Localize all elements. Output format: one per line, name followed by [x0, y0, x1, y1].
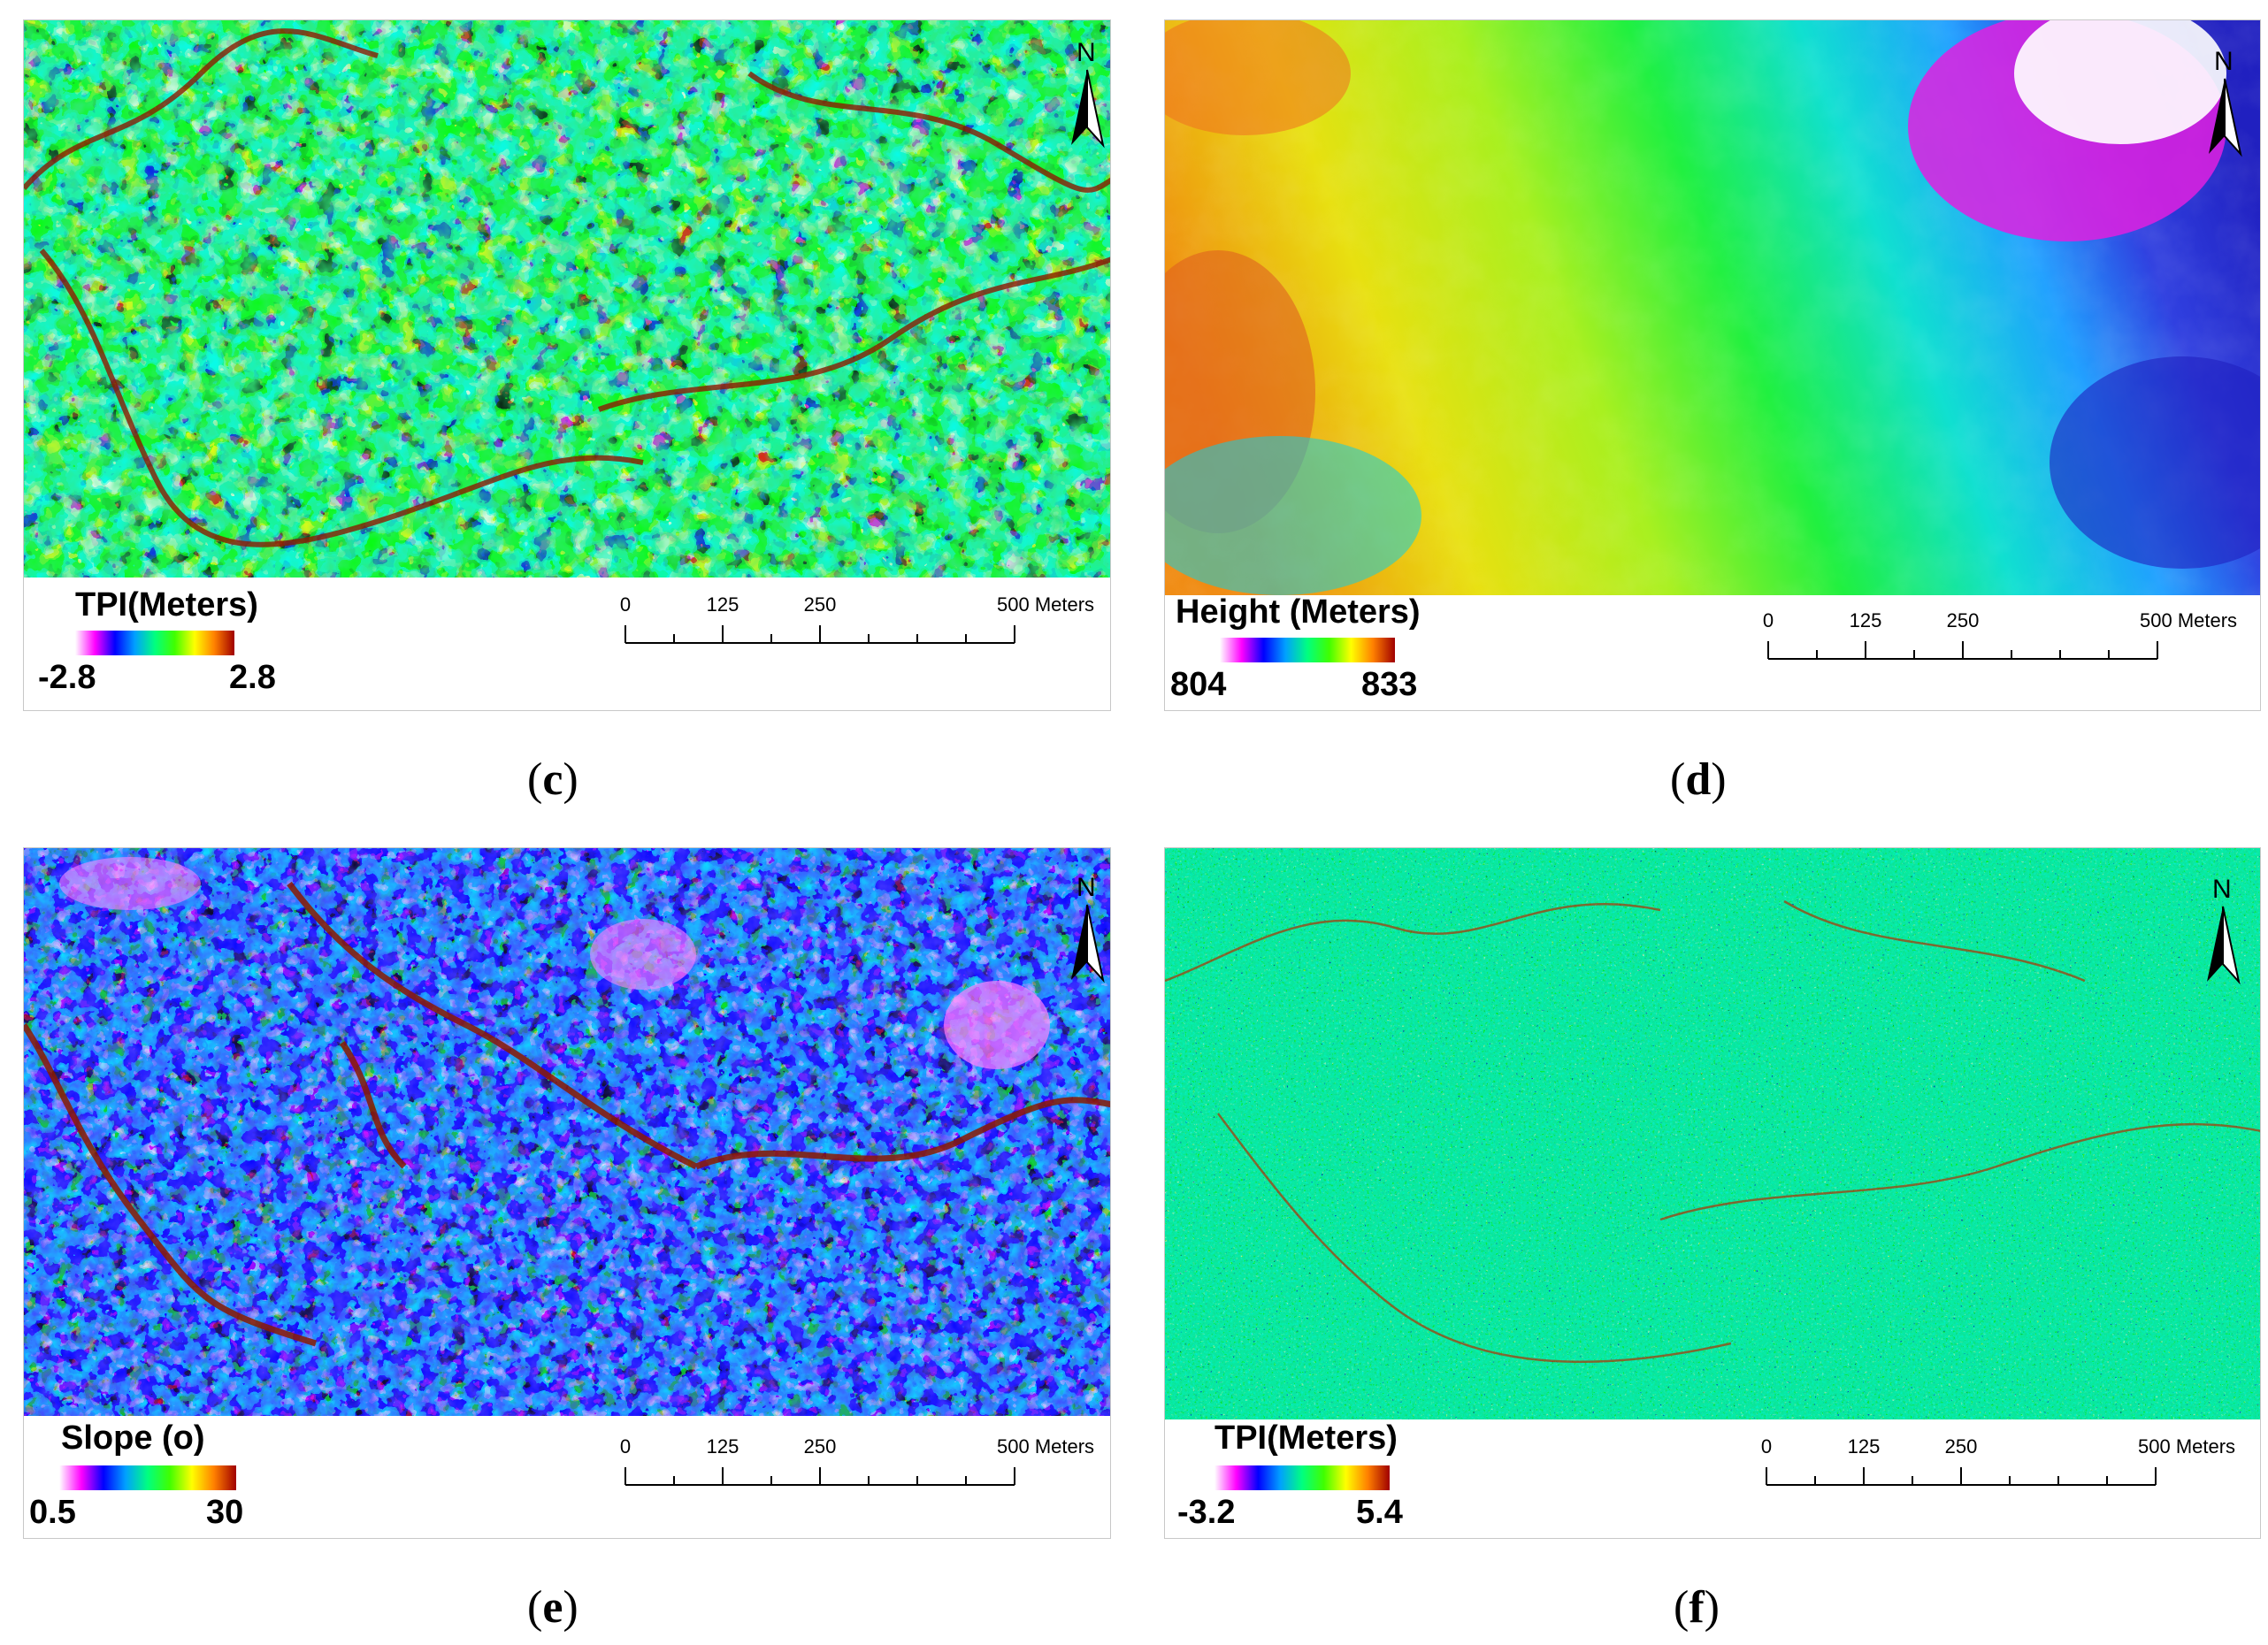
legend-title: Slope (o) — [61, 1419, 205, 1457]
legend-title: TPI(Meters) — [75, 586, 258, 624]
north-arrow-icon — [1071, 904, 1105, 983]
north-arrow: N — [1061, 38, 1110, 158]
caption-f: (f) — [1674, 1582, 1720, 1633]
legend-title: TPI(Meters) — [1214, 1419, 1398, 1457]
map-panel-f: N TPI(Meters) -3.2 5.4 0 125 250 500 Meters — [1164, 847, 2261, 1539]
color-ramp — [75, 631, 234, 655]
scale-tick-label: 0 — [619, 1435, 632, 1458]
legend-title: Height (Meters) — [1176, 593, 1421, 631]
north-arrow: N — [2196, 875, 2249, 995]
north-label: N — [2214, 47, 2234, 76]
scale-tick-label: 250 — [803, 593, 837, 616]
legend-min: 804 — [1170, 666, 1227, 703]
north-arrow: N — [1061, 873, 1110, 993]
scale-tick-label: 250 — [803, 1435, 837, 1458]
scale-bar-graphic — [1766, 1467, 2157, 1486]
caption-letter: d — [1685, 754, 1712, 805]
caption-c: (c) — [527, 754, 578, 805]
scale-bar: 0 125 250 500 Meters — [608, 593, 1094, 655]
legend-max: 30 — [206, 1494, 244, 1531]
scale-bar-graphic — [1767, 641, 2158, 660]
north-label: N — [1077, 38, 1096, 67]
height-raster-map — [1165, 20, 2260, 595]
legend-max: 2.8 — [229, 659, 276, 696]
map-panel-e: N Slope (o) 0.5 30 0 125 250 500 Meters — [23, 847, 1111, 1539]
tpi-raster-map — [1165, 848, 2260, 1419]
scale-tick-label: 250 — [1944, 1435, 1978, 1458]
north-label: N — [1077, 873, 1096, 902]
scale-bar: 0 125 250 500 Meters — [1751, 609, 2237, 671]
north-arrow-icon — [2207, 906, 2241, 985]
scale-tick-label: 0 — [1762, 609, 1774, 631]
legend-min: 0.5 — [29, 1494, 76, 1531]
legend-min: -3.2 — [1177, 1494, 1236, 1531]
caption-letter: f — [1689, 1582, 1705, 1633]
scale-units-label: 500 Meters — [997, 593, 1095, 616]
scale-tick-label: 250 — [1946, 609, 1980, 631]
scale-tick-label: 125 — [706, 593, 739, 616]
tpi-raster-map — [24, 20, 1110, 578]
legend-min: -2.8 — [38, 659, 96, 696]
scale-units-label: 500 Meters — [997, 1435, 1095, 1458]
caption-letter: c — [542, 754, 563, 805]
caption-letter: e — [542, 1582, 563, 1633]
caption-d: (d) — [1670, 754, 1727, 805]
north-arrow-icon — [2209, 78, 2242, 157]
slope-raster-map — [24, 848, 1110, 1416]
scale-tick-label: 125 — [706, 1435, 739, 1458]
legend-max: 833 — [1361, 666, 1418, 703]
north-arrow: N — [2198, 47, 2251, 167]
north-label: N — [2212, 875, 2232, 904]
scale-bar-graphic — [624, 625, 1015, 644]
caption-e: (e) — [527, 1582, 578, 1633]
color-ramp — [1214, 1465, 1390, 1490]
color-ramp — [59, 1465, 236, 1490]
scale-bar: 0 125 250 500 Meters — [1749, 1435, 2235, 1497]
scale-units-label: 500 Meters — [2138, 1435, 2236, 1458]
legend-max: 5.4 — [1356, 1494, 1403, 1531]
scale-units-label: 500 Meters — [2140, 609, 2238, 631]
scale-bar-graphic — [624, 1467, 1015, 1486]
scale-tick-label: 0 — [619, 593, 632, 616]
map-panel-c: N TPI(Meters) -2.8 2.8 0 125 250 500 Meters — [23, 19, 1111, 711]
scale-tick-label: 125 — [1847, 1435, 1881, 1458]
map-panel-d: N Height (Meters) 804 833 0 125 250 500 Met… — [1164, 19, 2261, 711]
scale-tick-label: 0 — [1760, 1435, 1773, 1458]
color-ramp — [1220, 638, 1395, 662]
scale-bar: 0 125 250 500 Meters — [608, 1435, 1094, 1497]
north-arrow-icon — [1071, 69, 1105, 149]
scale-tick-label: 125 — [1849, 609, 1882, 631]
